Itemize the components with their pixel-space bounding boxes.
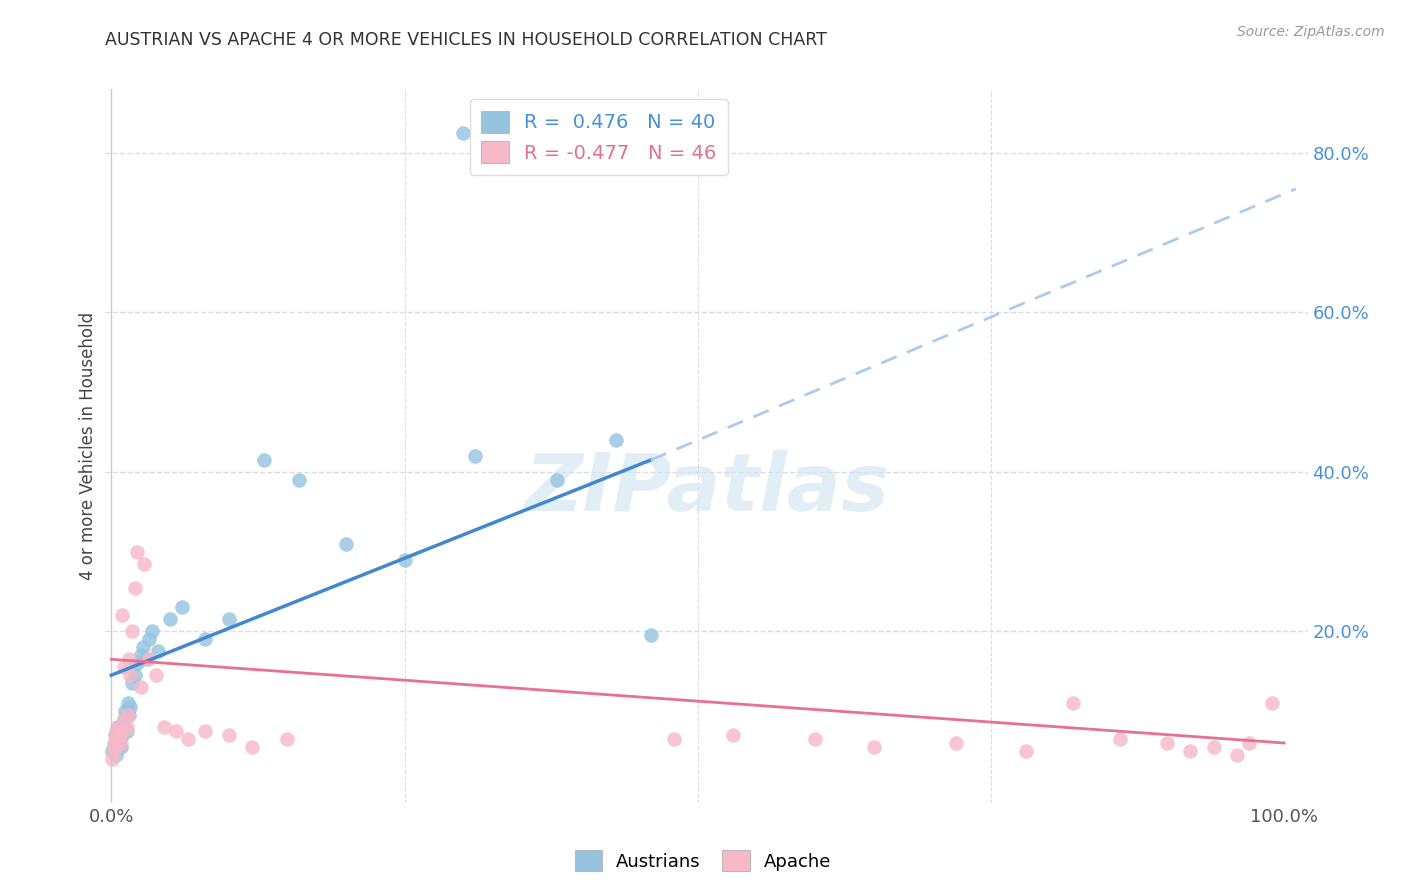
Point xyxy=(101,752,124,766)
Point xyxy=(804,731,827,746)
Point xyxy=(120,668,142,682)
Point xyxy=(1015,744,1038,758)
Point xyxy=(104,728,127,742)
Point xyxy=(132,640,155,655)
Point xyxy=(112,660,135,674)
Point xyxy=(862,739,884,754)
Point xyxy=(103,739,125,754)
Point xyxy=(1062,696,1084,710)
Point xyxy=(176,731,198,746)
Point xyxy=(124,668,146,682)
Point xyxy=(194,724,217,739)
Point xyxy=(141,624,163,639)
Point xyxy=(1156,736,1178,750)
Point xyxy=(464,449,486,463)
Point xyxy=(101,744,124,758)
Point xyxy=(945,736,967,750)
Point xyxy=(124,581,146,595)
Point xyxy=(114,704,136,718)
Y-axis label: 4 or more Vehicles in Household: 4 or more Vehicles in Household xyxy=(79,312,97,580)
Point xyxy=(105,724,128,739)
Point xyxy=(335,536,357,550)
Point xyxy=(115,724,138,739)
Point xyxy=(103,736,125,750)
Point xyxy=(111,608,134,623)
Point xyxy=(118,652,141,666)
Legend: Austrians, Apache: Austrians, Apache xyxy=(568,843,838,879)
Point xyxy=(112,712,135,726)
Point xyxy=(111,728,134,742)
Point xyxy=(117,708,139,723)
Text: Source: ZipAtlas.com: Source: ZipAtlas.com xyxy=(1237,25,1385,39)
Point xyxy=(1109,731,1132,746)
Point xyxy=(165,724,187,739)
Point xyxy=(104,736,127,750)
Point xyxy=(135,652,157,666)
Point xyxy=(1237,736,1260,750)
Point xyxy=(114,712,136,726)
Point xyxy=(104,739,127,754)
Point xyxy=(605,433,627,447)
Point xyxy=(1261,696,1284,710)
Point xyxy=(129,648,152,663)
Point xyxy=(546,473,568,487)
Point xyxy=(117,696,139,710)
Point xyxy=(1226,747,1249,762)
Point xyxy=(107,731,129,746)
Point xyxy=(721,728,744,742)
Point xyxy=(288,473,311,487)
Point xyxy=(108,728,131,742)
Point xyxy=(1202,739,1225,754)
Point xyxy=(218,728,240,742)
Point xyxy=(640,628,662,642)
Point xyxy=(127,544,149,558)
Text: AUSTRIAN VS APACHE 4 OR MORE VEHICLES IN HOUSEHOLD CORRELATION CHART: AUSTRIAN VS APACHE 4 OR MORE VEHICLES IN… xyxy=(105,31,827,49)
Point xyxy=(120,700,142,714)
Point xyxy=(105,720,128,734)
Point xyxy=(138,632,160,647)
Point xyxy=(121,624,143,639)
Point xyxy=(115,720,138,734)
Point xyxy=(105,731,128,746)
Point xyxy=(664,731,686,746)
Point xyxy=(394,552,416,566)
Point xyxy=(127,657,149,671)
Point xyxy=(105,731,128,746)
Point xyxy=(145,668,167,682)
Point xyxy=(103,744,125,758)
Point xyxy=(194,632,217,647)
Point xyxy=(107,720,129,734)
Point xyxy=(170,600,193,615)
Point xyxy=(240,739,263,754)
Legend: R =  0.476   N = 40, R = -0.477   N = 46: R = 0.476 N = 40, R = -0.477 N = 46 xyxy=(470,99,728,175)
Point xyxy=(1180,744,1202,758)
Point xyxy=(451,126,474,140)
Point xyxy=(153,720,176,734)
Point xyxy=(276,731,298,746)
Text: ZIPatlas: ZIPatlas xyxy=(524,450,889,528)
Point xyxy=(110,739,132,754)
Point xyxy=(105,724,128,739)
Point xyxy=(121,676,143,690)
Point xyxy=(112,720,135,734)
Point xyxy=(159,612,181,626)
Point xyxy=(253,453,276,467)
Point xyxy=(138,652,160,666)
Point xyxy=(110,736,132,750)
Point xyxy=(148,644,170,658)
Point xyxy=(118,708,141,723)
Point xyxy=(112,724,135,739)
Point xyxy=(129,680,152,694)
Point xyxy=(105,747,128,762)
Point xyxy=(108,731,131,746)
Point xyxy=(218,612,240,626)
Point xyxy=(134,557,156,571)
